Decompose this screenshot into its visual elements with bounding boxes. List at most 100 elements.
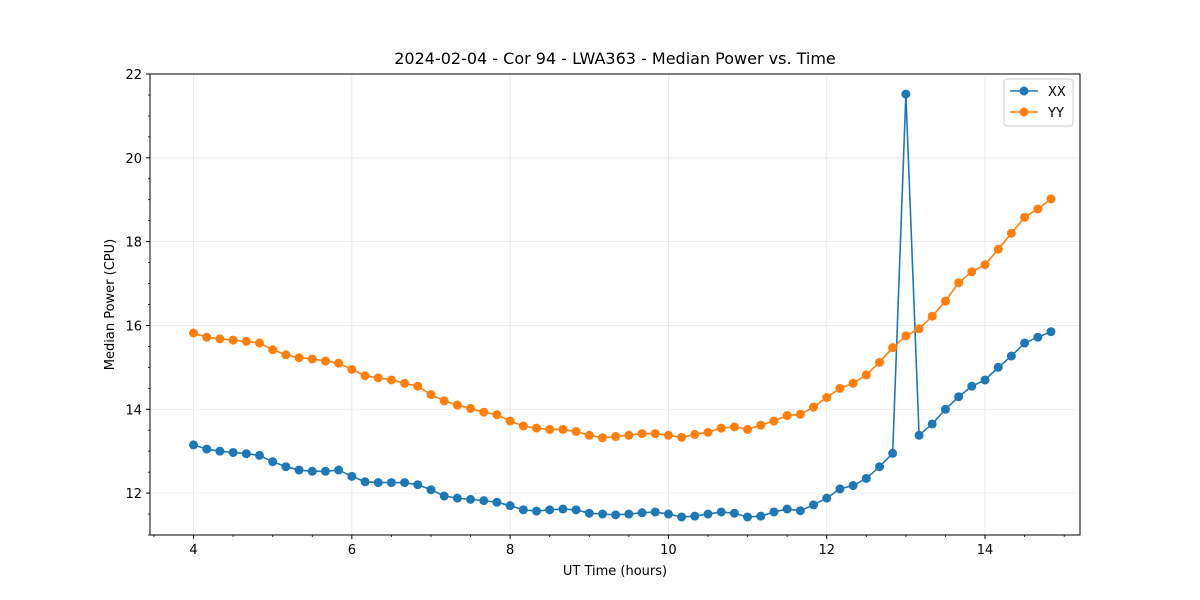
chart-title: 2024-02-04 - Cor 94 - LWA363 - Median Po… [394, 49, 836, 68]
x-tick-label: 12 [818, 543, 835, 558]
data-point-xx [228, 447, 238, 457]
data-point-xx [875, 462, 885, 472]
data-point-xx [400, 478, 410, 488]
y-tick-label: 12 [125, 487, 142, 502]
data-point-xx [914, 430, 924, 440]
data-point-xx [518, 505, 528, 515]
x-tick-label: 10 [660, 543, 677, 558]
data-point-yy [743, 424, 753, 434]
data-point-yy [439, 396, 449, 406]
data-point-xx [466, 494, 476, 504]
data-point-yy [505, 416, 515, 426]
data-point-yy [980, 260, 990, 270]
data-point-yy [202, 332, 212, 342]
data-point-yy [927, 311, 937, 321]
data-point-yy [703, 427, 713, 437]
legend-label-xx: XX [1048, 85, 1066, 100]
data-point-yy [822, 393, 832, 403]
data-point-yy [400, 378, 410, 388]
data-point-xx [1006, 351, 1016, 361]
data-point-yy [611, 432, 621, 442]
data-point-xx [386, 478, 396, 488]
data-point-xx [254, 450, 264, 460]
data-point-yy [1006, 228, 1016, 238]
data-point-yy [268, 345, 278, 355]
data-point-xx [611, 510, 621, 520]
data-point-yy [241, 336, 251, 346]
x-tick-label: 8 [506, 543, 514, 558]
data-point-yy [848, 378, 858, 388]
data-point-yy [624, 430, 634, 440]
data-point-yy [189, 328, 199, 338]
grid [150, 73, 1080, 535]
data-point-xx [1033, 332, 1043, 342]
x-tick-label: 6 [348, 543, 356, 558]
data-point-xx [241, 449, 251, 459]
data-point-xx [545, 505, 555, 515]
data-point-xx [505, 501, 515, 511]
legend: XX YY [1003, 78, 1074, 127]
data-point-xx [202, 444, 212, 454]
data-point-xx [637, 508, 647, 518]
data-point-xx [729, 508, 739, 518]
y-tick-label: 20 [125, 152, 142, 167]
data-point-xx [531, 506, 541, 516]
legend-marker-xx [1019, 86, 1029, 96]
data-point-xx [334, 465, 344, 475]
data-point-yy [663, 430, 673, 440]
data-point-yy [954, 278, 964, 288]
y-tick-label: 16 [125, 319, 142, 334]
data-point-yy [294, 353, 304, 363]
data-point-xx [307, 466, 317, 476]
data-point-yy [531, 423, 541, 433]
data-point-xx [1046, 327, 1056, 337]
legend-marker-yy [1019, 107, 1029, 117]
data-point-yy [861, 370, 871, 380]
data-point-xx [571, 505, 581, 515]
data-point-yy [1033, 204, 1043, 214]
data-point-yy [281, 350, 291, 360]
data-point-xx [782, 504, 792, 514]
data-point-xx [677, 512, 687, 522]
data-point-yy [940, 296, 950, 306]
data-point-yy [466, 403, 476, 413]
data-point-yy [901, 331, 911, 341]
y-tick-label: 18 [125, 236, 142, 251]
x-tick-label: 4 [189, 543, 197, 558]
data-point-xx [822, 493, 832, 503]
data-point-yy [597, 433, 607, 443]
data-point-xx [597, 509, 607, 519]
data-point-xx [347, 471, 357, 481]
data-point-xx [624, 509, 634, 519]
data-point-yy [558, 424, 568, 434]
data-point-xx [769, 507, 779, 517]
ticks: 4 6 8 10 12 14 12 14 16 18 20 22 [125, 68, 1065, 558]
data-point-xx [703, 509, 713, 519]
data-point-xx [373, 478, 383, 488]
data-point-yy [334, 358, 344, 368]
data-point-xx [479, 496, 489, 506]
data-point-xx [215, 446, 225, 456]
data-point-yy [782, 411, 792, 421]
data-point-xx [439, 491, 449, 501]
data-point-xx [268, 457, 278, 467]
data-point-xx [927, 419, 937, 429]
x-tick-label: 14 [977, 543, 994, 558]
data-point-xx [861, 473, 871, 483]
data-point-xx [967, 381, 977, 391]
data-point-yy [690, 429, 700, 439]
data-point-yy [347, 364, 357, 374]
data-point-yy [373, 373, 383, 383]
data-point-xx [426, 485, 436, 495]
data-point-xx [901, 89, 911, 99]
data-point-xx [1020, 338, 1030, 348]
data-point-yy [1020, 212, 1030, 222]
data-point-yy [967, 267, 977, 277]
data-point-xx [650, 507, 660, 517]
data-point-yy [584, 430, 594, 440]
data-point-xx [452, 493, 462, 503]
data-point-xx [294, 465, 304, 475]
data-point-xx [320, 466, 330, 476]
data-point-yy [307, 354, 317, 364]
